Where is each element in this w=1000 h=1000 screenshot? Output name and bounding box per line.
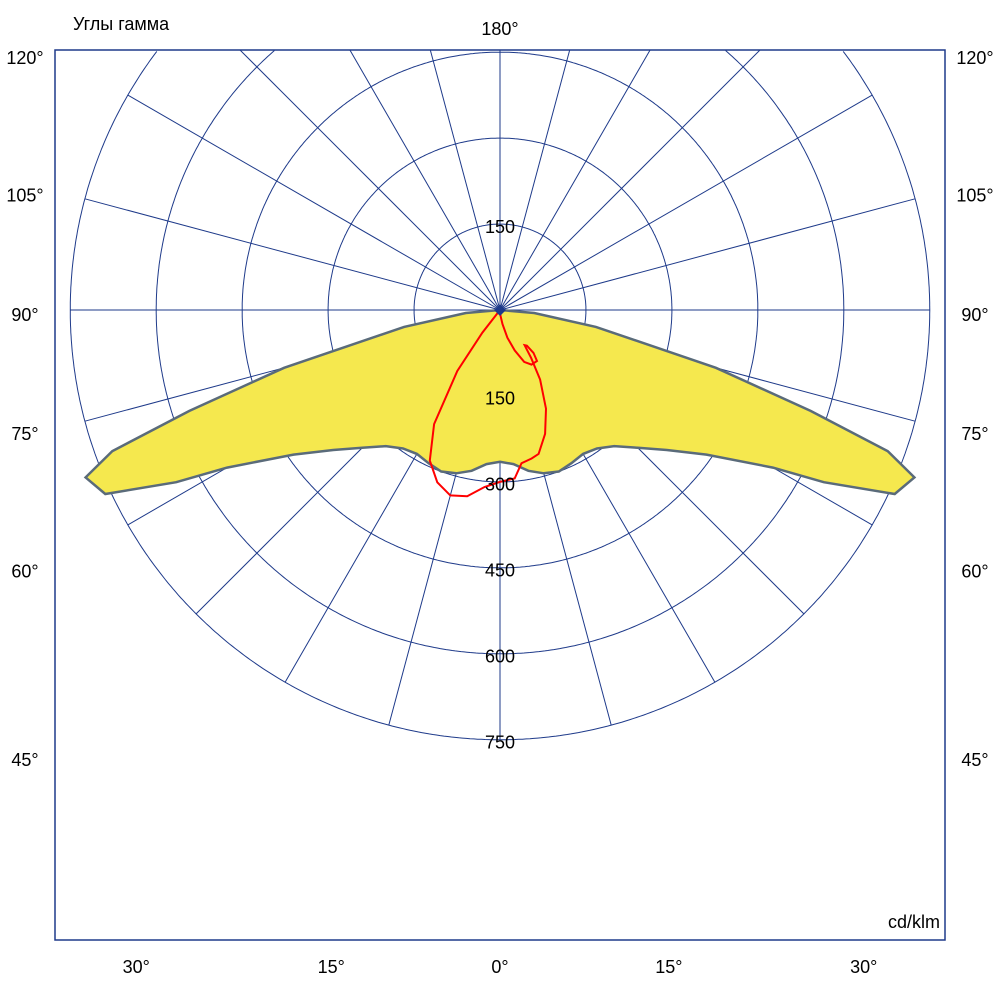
angle-tick-label: 15°: [655, 957, 682, 977]
angle-tick-label: 105°: [6, 186, 43, 206]
angle-tick-label: 60°: [11, 562, 38, 582]
angle-tick-label: 90°: [11, 305, 38, 325]
polar-chart-container: 150 300 450 600 750 150 90° 75° 60° 45° 30° 15° 0° 9…: [0, 0, 1000, 1000]
polar-chart-svg: 150 300 450 600 750 150 90° 75° 60° 45° 30° 15° 0° 9…: [0, 0, 1000, 1000]
radial-tick-label: 300: [485, 475, 515, 495]
unit-label: cd/klm: [888, 912, 940, 932]
angle-tick-label: 15°: [318, 957, 345, 977]
angle-tick-label: 75°: [11, 424, 38, 444]
angle-tick-label: 75°: [961, 424, 988, 444]
angle-tick-label: 30°: [123, 957, 150, 977]
radial-tick-label: 150: [485, 217, 515, 237]
angle-tick-label: 90°: [961, 305, 988, 325]
angle-tick-label: 105°: [956, 186, 993, 206]
angle-tick-label: 60°: [961, 562, 988, 582]
radial-tick-label: 750: [485, 733, 515, 753]
radial-tick-label: 600: [485, 647, 515, 667]
chart-title: Углы гамма: [73, 14, 170, 34]
radial-tick-label: 450: [485, 561, 515, 581]
angle-tick-label: 180°: [481, 19, 518, 39]
angle-tick-label: 120°: [6, 48, 43, 68]
angle-tick-label: 0°: [491, 957, 508, 977]
angle-tick-label: 120°: [956, 48, 993, 68]
angle-tick-label: 30°: [850, 957, 877, 977]
angle-tick-label: 45°: [11, 750, 38, 770]
angle-tick-label: 45°: [961, 750, 988, 770]
radial-tick-label: 150: [485, 389, 515, 409]
